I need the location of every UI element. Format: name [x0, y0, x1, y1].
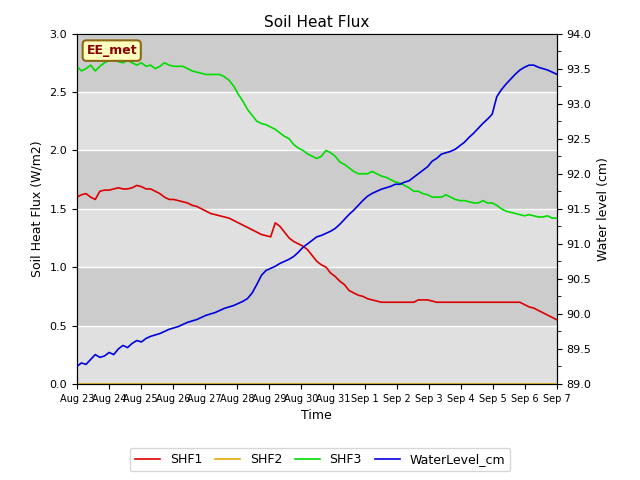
SHF1	[428, 298, 436, 304]
SHF1	[77, 192, 85, 198]
SHF2	[281, 381, 289, 387]
Line: SHF3: SHF3	[77, 60, 557, 218]
Bar	[77, 92, 557, 150]
WaterLevel_cm	[548, 69, 556, 75]
WaterLevel_cm	[281, 258, 289, 264]
SHF3	[73, 63, 81, 69]
Y-axis label: Water level (cm): Water level (cm)	[597, 157, 610, 261]
SHF3	[262, 122, 270, 128]
SHF1	[73, 194, 81, 200]
WaterLevel_cm	[525, 62, 533, 68]
Bar	[77, 209, 557, 267]
SHF1	[133, 182, 141, 188]
SHF2	[424, 381, 431, 387]
SHF1	[553, 317, 561, 323]
WaterLevel_cm	[419, 168, 427, 173]
SHF1	[548, 314, 556, 320]
SHF3	[142, 63, 150, 69]
Bar	[77, 34, 557, 92]
SHF3	[548, 215, 556, 221]
WaterLevel_cm	[553, 72, 561, 77]
Bar	[77, 150, 557, 209]
SHF3	[424, 192, 431, 198]
SHF1	[424, 297, 431, 303]
SHF3	[77, 68, 85, 74]
WaterLevel_cm	[73, 364, 81, 370]
Line: SHF1: SHF1	[77, 185, 557, 320]
SHF2	[73, 381, 81, 387]
Bar	[77, 325, 557, 384]
SHF2	[419, 381, 427, 387]
SHF1	[285, 235, 293, 241]
Line: WaterLevel_cm: WaterLevel_cm	[77, 65, 557, 367]
Y-axis label: Soil Heat Flux (W/m2): Soil Heat Flux (W/m2)	[31, 141, 44, 277]
WaterLevel_cm	[77, 360, 85, 366]
SHF2	[553, 381, 561, 387]
SHF3	[553, 215, 561, 221]
WaterLevel_cm	[424, 164, 431, 169]
SHF3	[285, 136, 293, 142]
Legend: SHF1, SHF2, SHF3, WaterLevel_cm: SHF1, SHF2, SHF3, WaterLevel_cm	[130, 448, 510, 471]
Bar	[77, 267, 557, 325]
SHF3	[428, 194, 436, 200]
SHF3	[110, 57, 118, 62]
SHF1	[142, 186, 150, 192]
WaterLevel_cm	[138, 339, 145, 345]
SHF2	[544, 381, 552, 387]
SHF2	[138, 381, 145, 387]
X-axis label: Time: Time	[301, 409, 332, 422]
SHF2	[77, 381, 85, 387]
Title: Soil Heat Flux: Soil Heat Flux	[264, 15, 369, 30]
Text: EE_met: EE_met	[86, 44, 137, 57]
